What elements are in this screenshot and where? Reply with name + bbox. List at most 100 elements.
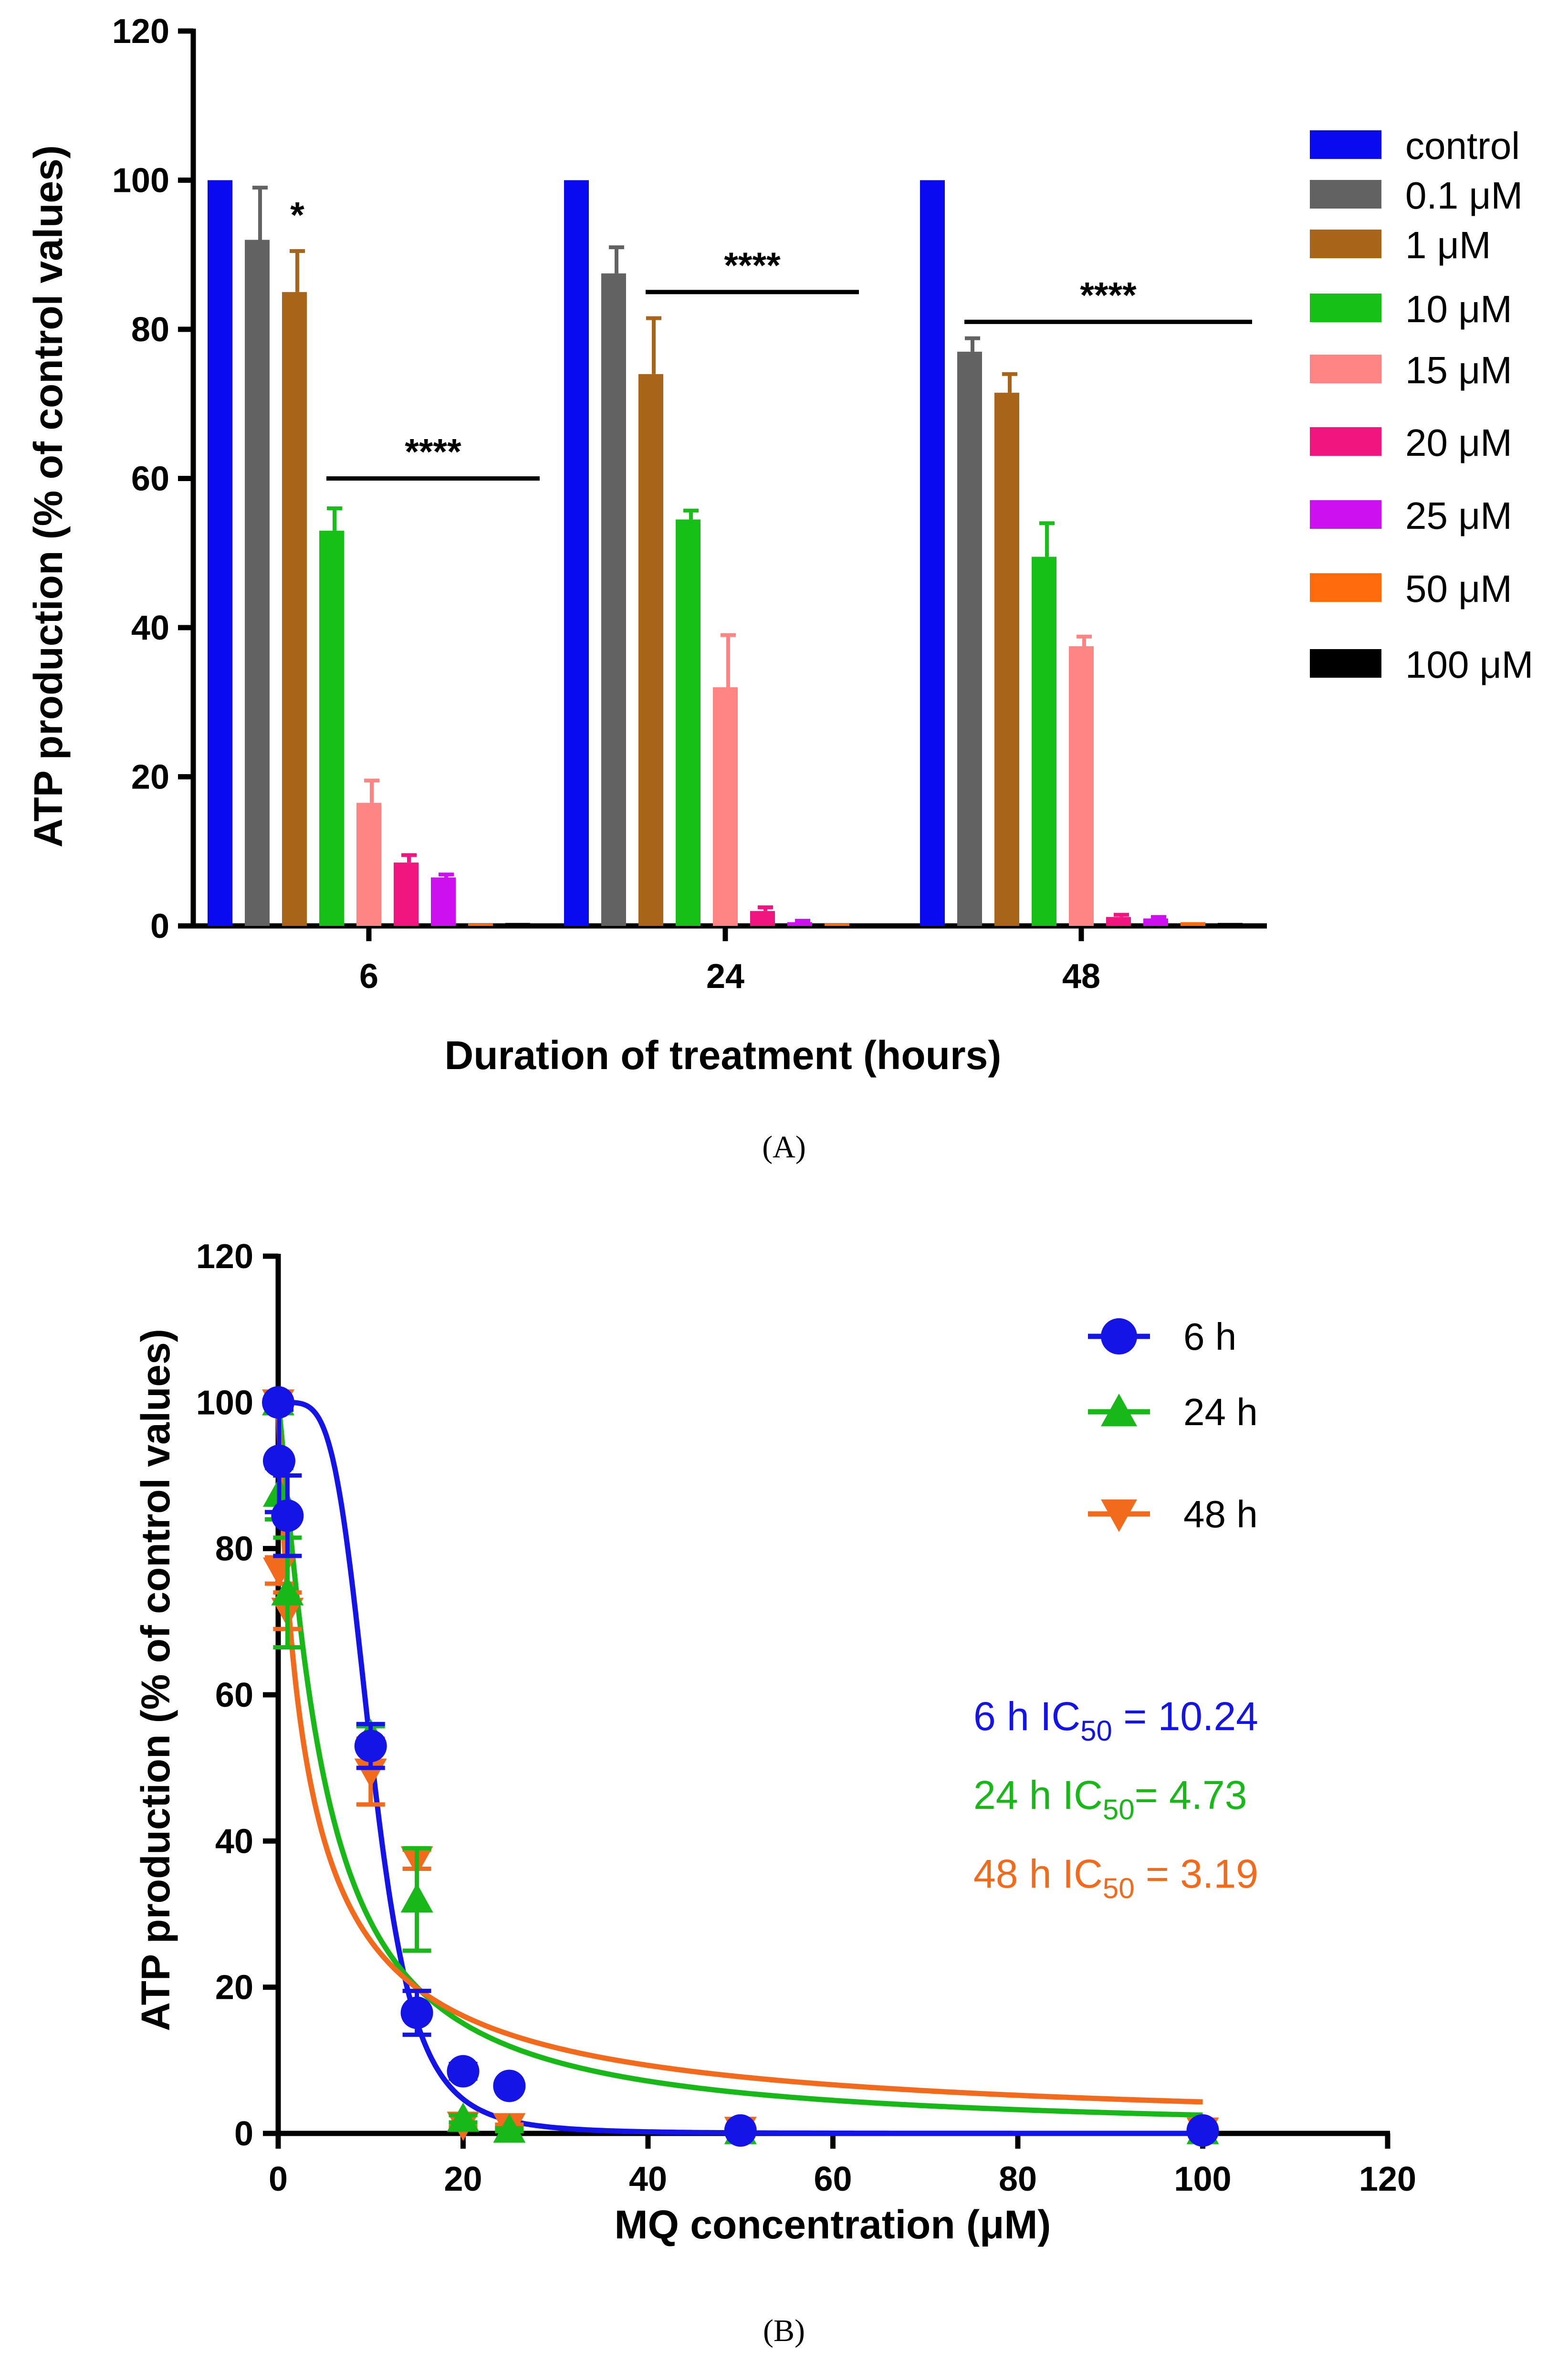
fit-curve-48-h [275,1402,1203,2105]
x-tick-label: 100 [1174,2160,1231,2198]
y-tick-label: 0 [150,907,169,945]
bar-15-μM [1069,646,1094,926]
fit-curve-6-h [278,1399,1203,2136]
y-tick-label: 120 [112,12,169,51]
bar-50-μM [1181,922,1205,926]
legend-swatch-20-μM [1310,427,1381,456]
legend-label: 50 μM [1405,567,1512,610]
bar-10-μM [1032,556,1056,926]
x-tick-label: 48 [1062,957,1100,996]
panel-a-x-axis-label: Duration of treatment (hours) [445,1033,1002,1078]
data-point-24-h [447,2102,480,2132]
bar-15-μM [356,803,381,926]
x-tick-label: 80 [999,2160,1037,2198]
bar-100-μM [1218,923,1243,926]
ic50-label: 24 h IC50= 4.73 [973,1773,1247,1826]
y-tick-label: 20 [215,1969,253,2007]
data-point-6-h [262,1444,295,1477]
legend-label: 10 μM [1405,288,1512,330]
panel-a-label: (A) [762,1130,806,1165]
bar-10-μM [319,530,344,926]
bar-20-μM [394,862,418,926]
x-tick-label: 40 [629,2160,667,2198]
y-tick-label: 40 [131,609,169,647]
data-point-6-h [493,2069,526,2102]
y-tick-label: 60 [131,460,169,498]
significance-label: **** [1080,275,1137,315]
legend-label: 15 μM [1405,349,1512,391]
bar-25-μM [1143,918,1168,926]
bar-25-μM [431,877,456,926]
data-point-6-h [354,1730,387,1763]
panel-b-y-axis-label: ATP production (% of control values) [133,1329,178,2031]
data-point-24-h [400,1883,433,1913]
bar-10-μM [676,519,700,926]
significance-label: * [290,195,304,235]
data-point-6-h [724,2114,757,2147]
significance-label: **** [724,245,781,286]
legend-marker-24-h [1101,1394,1137,1427]
legend-swatch-50-μM [1310,573,1381,602]
ic50-label: 48 h IC50 = 3.19 [973,1851,1258,1904]
legend-swatch-0.1-μM [1310,180,1381,209]
bar-20-μM [750,911,775,926]
bar-0.1-μM [601,273,626,926]
bar-100-μM [862,924,887,926]
bar-0.1-μM [245,240,270,926]
bar-1-μM [282,292,307,926]
data-point-24-h [493,2113,526,2143]
x-tick-label: 20 [444,2160,482,2198]
bar-100-μM [505,923,530,926]
panel-b-x-axis-label: MQ concentration (μM) [615,2202,1051,2247]
fit-curve-24-h [275,1402,1203,2118]
y-tick-label: 100 [196,1384,253,1422]
y-tick-label: 40 [215,1822,253,1860]
bar-15-μM [713,687,738,926]
bar-1-μM [638,374,663,926]
legend-label: 6 h [1183,1315,1236,1358]
panel-b-dose-response-chart: ATP production (% of control values) MQ … [133,1238,1416,2348]
legend-label: 20 μM [1405,421,1512,464]
data-point-6-h [1186,2114,1219,2147]
legend-label: 100 μM [1405,643,1533,686]
legend-swatch-100-μM [1310,649,1381,678]
x-tick-label: 60 [814,2160,852,2198]
bar-control [920,180,945,926]
y-tick-label: 120 [196,1238,253,1276]
y-tick-label: 0 [234,2115,253,2153]
y-tick-label: 20 [131,758,169,797]
x-tick-label: 120 [1359,2160,1416,2198]
legend-label: 0.1 μM [1405,174,1523,217]
panel-a-y-axis-label: ATP production (% of control values) [26,145,71,848]
legend-label: 25 μM [1405,494,1512,537]
legend-label: 1 μM [1405,224,1491,266]
data-point-6-h [447,2055,480,2088]
data-point-6-h [271,1499,304,1532]
ic50-label: 6 h IC50 = 10.24 [973,1694,1258,1747]
x-tick-label: 6 [359,957,378,996]
data-point-24-h [271,1576,304,1606]
bar-50-μM [825,924,849,926]
legend-swatch-25-μM [1310,500,1381,529]
bar-control [564,180,589,926]
bar-25-μM [787,922,812,926]
bar-control [208,180,232,926]
y-tick-label: 60 [215,1676,253,1714]
x-tick-label: 24 [706,957,744,996]
legend-marker-48-h [1101,1499,1137,1532]
legend-label: control [1405,125,1520,167]
legend-label: 24 h [1183,1391,1258,1433]
y-tick-label: 80 [215,1530,253,1568]
panel-a-bar-chart: ATP production (% of control values) Dur… [26,12,1533,1165]
y-tick-label: 100 [112,162,169,200]
bar-20-μM [1106,917,1131,926]
legend-swatch-control [1310,130,1381,159]
y-tick-label: 80 [131,311,169,349]
data-point-6-h [400,1996,433,2029]
bar-0.1-μM [957,351,982,926]
legend-swatch-15-μM [1310,355,1381,383]
legend-swatch-1-μM [1310,230,1381,258]
panel-b-label: (B) [763,2313,805,2348]
legend-label: 48 h [1183,1493,1258,1535]
